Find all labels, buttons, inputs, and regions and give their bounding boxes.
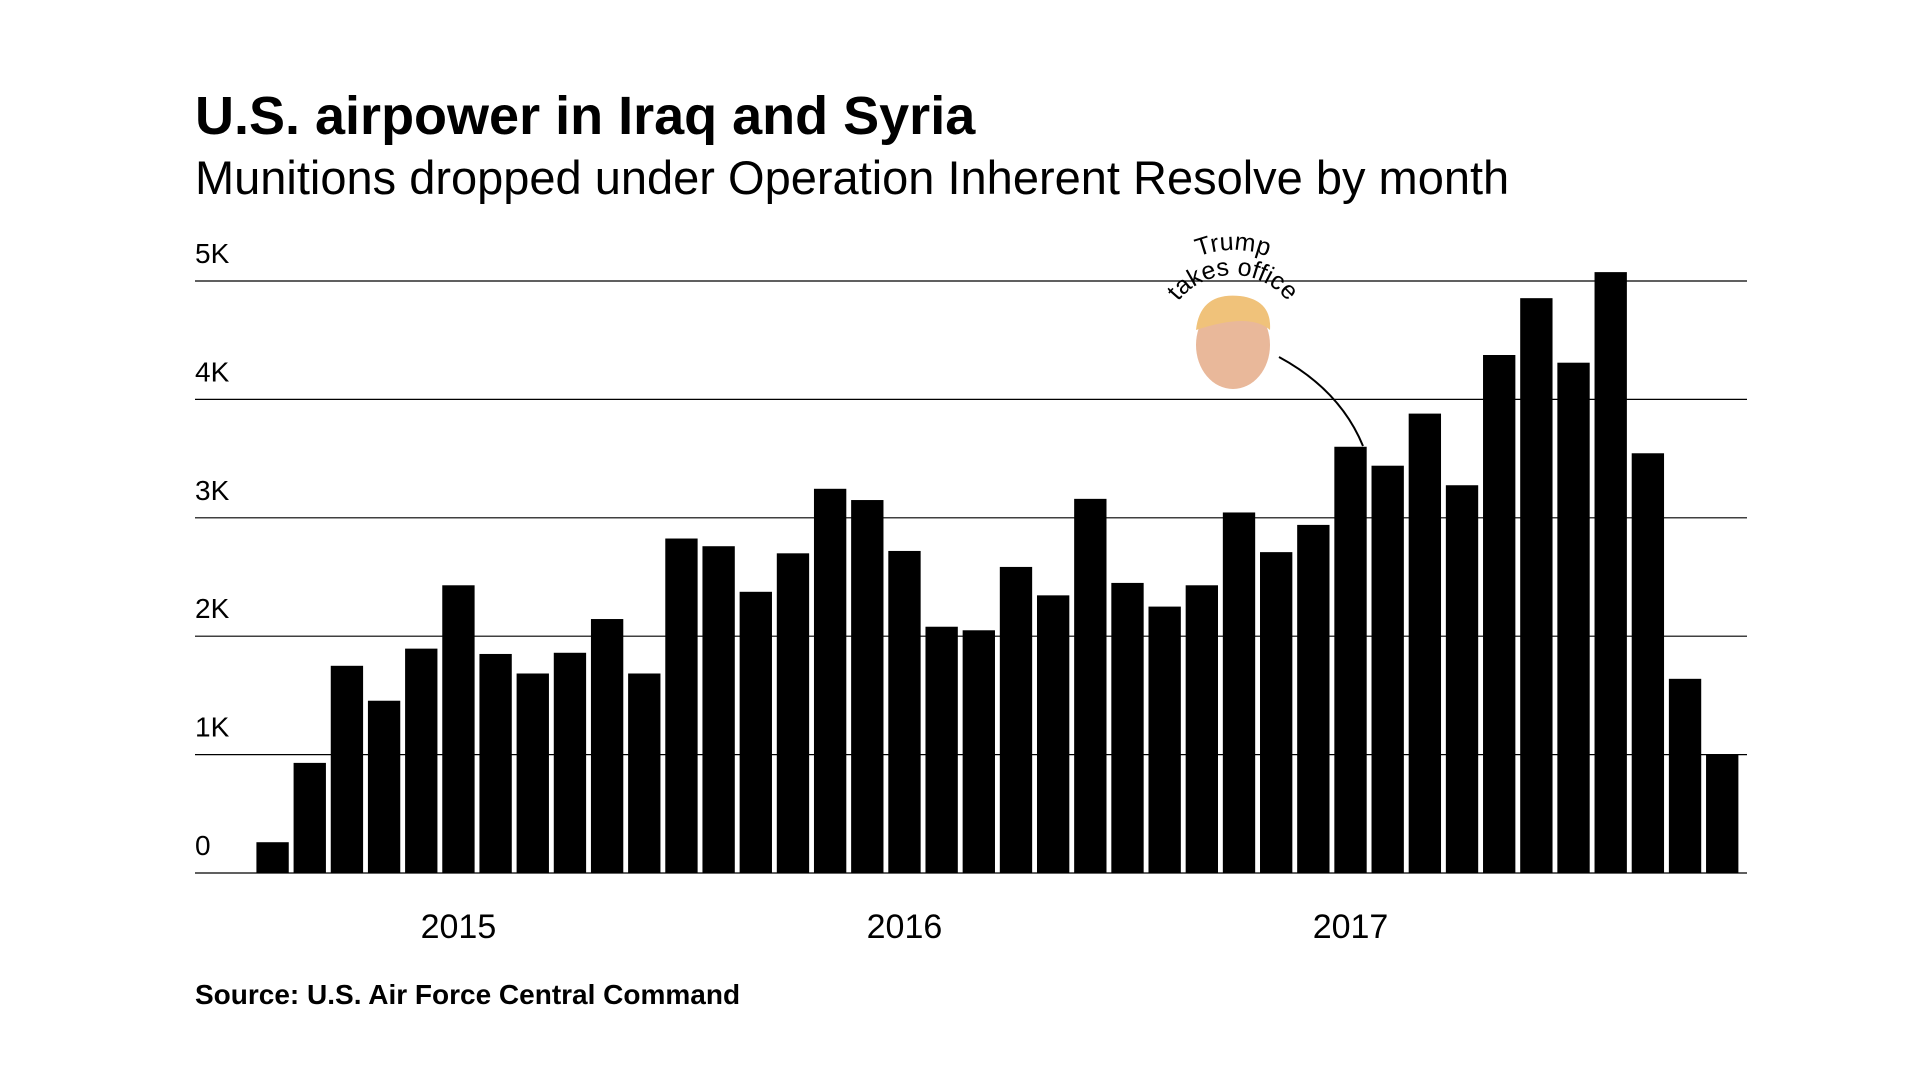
bar [851,500,884,873]
x-tick-label: 2017 [1313,908,1389,946]
bar [405,648,438,873]
y-tick-label: 3K [195,475,230,506]
bars [256,272,1739,874]
bar [1297,524,1330,873]
bar [256,842,289,873]
bar [702,546,735,873]
bar [739,591,772,873]
bar [479,653,512,873]
bar [1371,465,1404,873]
chart-title: U.S. airpower in Iraq and Syria [195,86,976,146]
bar [1668,678,1702,873]
y-tick-label: 5K [195,238,230,269]
y-tick-label: 2K [195,593,230,624]
bar [1483,355,1516,873]
bar [888,550,921,873]
bar [1260,552,1293,873]
y-tick-label: 4K [195,356,230,387]
bar [590,619,624,873]
chart-subtitle: Munitions dropped under Operation Inhere… [195,151,1509,204]
bar [293,762,326,873]
y-tick-label: 1K [195,712,230,743]
bar [1111,582,1144,873]
bar [516,673,549,873]
bar [1706,754,1739,873]
source: Source: U.S. Air Force Central Command [195,979,740,1010]
bar [1408,413,1442,873]
bar [1185,585,1219,873]
x-tick-label: 2015 [421,908,497,946]
bar [999,566,1033,873]
bar [813,488,847,873]
y-tick-label: 0 [195,830,211,861]
bar [1557,362,1590,873]
bar [628,673,661,873]
bar [962,630,995,873]
bar [1334,446,1367,873]
bar [1148,606,1181,873]
bar [776,553,810,873]
bar [1445,485,1479,873]
bar [665,538,698,873]
bar [925,626,958,873]
bar [1222,512,1256,873]
bar [553,652,587,873]
bar [1594,272,1627,873]
bar [1520,298,1553,874]
annotation-arrow [1278,356,1364,447]
bar [1074,498,1107,873]
bar [367,700,401,873]
bar [330,665,364,873]
x-tick-label: 2016 [867,908,943,946]
bar [1631,453,1665,873]
hair [1196,295,1271,330]
bar [1036,595,1070,873]
annotation: Trump takes office [1161,228,1364,447]
bar [442,585,475,873]
